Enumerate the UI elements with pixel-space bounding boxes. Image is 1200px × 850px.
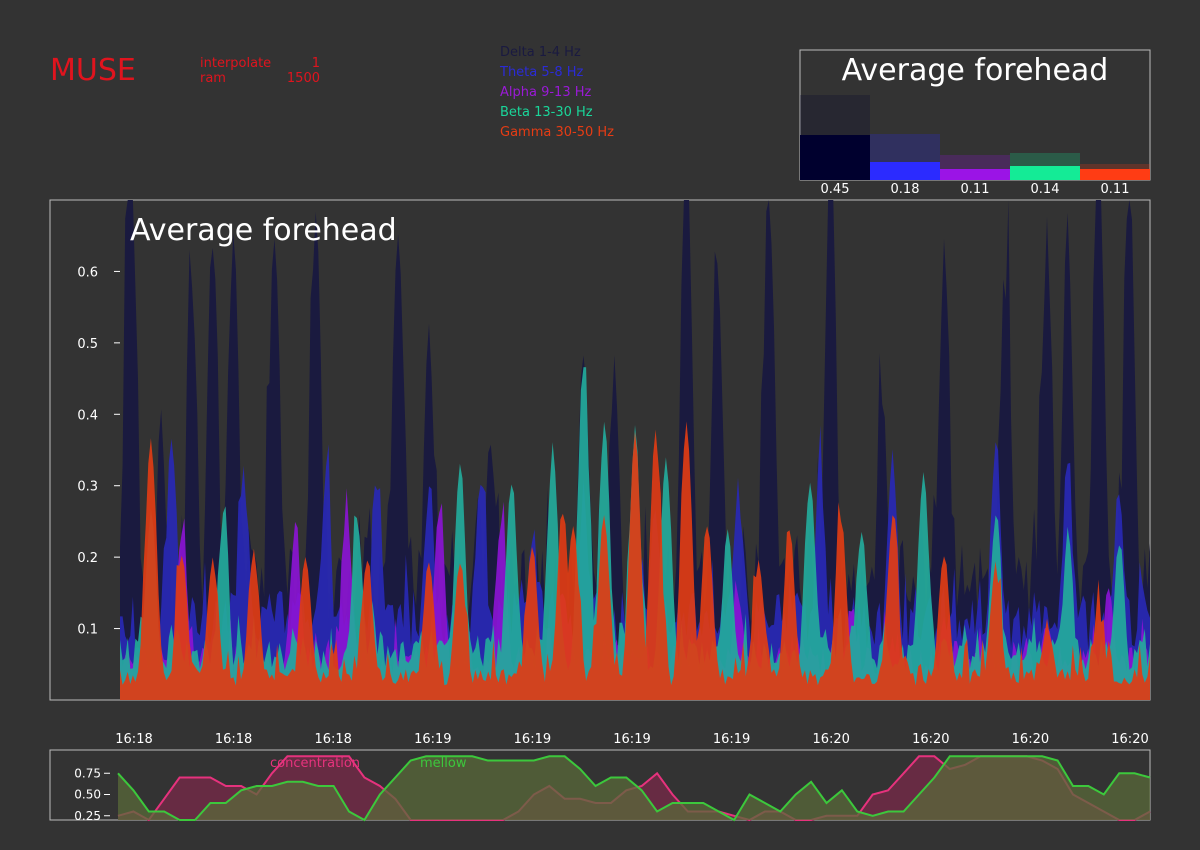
muse-logo: MUSE bbox=[50, 53, 136, 88]
x-tick-label-4: 16:19 bbox=[514, 732, 551, 747]
bar-3 bbox=[1010, 166, 1080, 180]
bar-value-label-2: 0.11 bbox=[961, 182, 990, 197]
param-interpolate-name: interpolate bbox=[200, 56, 271, 71]
mood-legend-concentration: concentration bbox=[270, 756, 360, 771]
area-series-4 bbox=[120, 421, 1150, 700]
mood-y-tick-label-2: 0.75 bbox=[74, 766, 101, 780]
legend-theta: Theta 5-8 Hz bbox=[499, 65, 584, 80]
legend-beta: Beta 13-30 Hz bbox=[500, 105, 593, 120]
x-tick-label-8: 16:20 bbox=[912, 732, 949, 747]
bar-4 bbox=[1080, 169, 1150, 180]
bar-chart-panel: Average forehead 0.45 0.18 0.11 0.14 0.11 bbox=[799, 49, 1151, 197]
area-chart-x-axis: 16:18 16:18 16:18 16:19 16:19 16:19 16:19 16:20… bbox=[115, 732, 1148, 747]
bar-value-label-4: 0.11 bbox=[1101, 182, 1130, 197]
area-chart-panel: Average forehead 0.1 0.2 0.3 0.4 0.5 0.6 16:1… bbox=[49, 199, 1151, 747]
mood-panel: concentration mellow 0.25 0.50 0.75 bbox=[49, 749, 1151, 823]
y-tick-label-1: 0.2 bbox=[77, 551, 98, 566]
x-tick-label-6: 16:19 bbox=[713, 732, 750, 747]
bar-chart-bars bbox=[800, 95, 1150, 180]
area-chart-y-axis: 0.1 0.2 0.3 0.4 0.5 0.6 bbox=[77, 265, 120, 638]
x-tick-label-10: 16:20 bbox=[1111, 732, 1148, 747]
bar-chart-title: Average forehead bbox=[842, 53, 1109, 88]
x-tick-label-9: 16:20 bbox=[1012, 732, 1049, 747]
bar-chart-value-labels: 0.45 0.18 0.11 0.14 0.11 bbox=[821, 182, 1130, 197]
y-tick-label-4: 0.5 bbox=[77, 337, 98, 352]
bar-0 bbox=[800, 135, 870, 180]
legend-alpha: Alpha 9-13 Hz bbox=[500, 85, 592, 100]
band-legend: Delta 1-4 Hz Theta 5-8 Hz Alpha 9-13 Hz … bbox=[499, 45, 614, 140]
x-tick-label-0: 16:18 bbox=[115, 732, 152, 747]
mood-area-1 bbox=[118, 756, 1150, 820]
mood-legend-mellow: mellow bbox=[420, 756, 467, 771]
param-ram-value: 1500 bbox=[287, 71, 320, 86]
area-chart-series bbox=[120, 200, 1150, 700]
bar-value-label-0: 0.45 bbox=[821, 182, 850, 197]
mood-y-tick-label-0: 0.25 bbox=[74, 809, 101, 823]
mood-y-tick-label-1: 0.50 bbox=[74, 788, 101, 802]
mood-chart-y-axis: 0.25 0.50 0.75 bbox=[74, 766, 110, 823]
bar-value-label-3: 0.14 bbox=[1031, 182, 1060, 197]
x-tick-label-3: 16:19 bbox=[414, 732, 451, 747]
mood-line-1 bbox=[117, 755, 1151, 822]
x-tick-label-1: 16:18 bbox=[215, 732, 252, 747]
bar-2 bbox=[940, 169, 1010, 180]
param-ram-name: ram bbox=[200, 71, 226, 86]
bar-value-label-1: 0.18 bbox=[891, 182, 920, 197]
param-interpolate-value: 1 bbox=[312, 56, 320, 71]
mood-chart-series bbox=[117, 755, 1151, 822]
x-tick-label-5: 16:19 bbox=[613, 732, 650, 747]
area-chart-title: Average forehead bbox=[130, 213, 397, 248]
legend-delta: Delta 1-4 Hz bbox=[500, 45, 581, 60]
bar-1 bbox=[870, 162, 940, 180]
y-tick-label-3: 0.4 bbox=[77, 408, 98, 423]
y-tick-label-2: 0.3 bbox=[77, 480, 98, 495]
x-tick-label-2: 16:18 bbox=[314, 732, 351, 747]
legend-gamma: Gamma 30-50 Hz bbox=[500, 125, 614, 140]
y-tick-label-5: 0.6 bbox=[77, 265, 98, 280]
y-tick-label-0: 0.1 bbox=[77, 623, 98, 638]
x-tick-label-7: 16:20 bbox=[812, 732, 849, 747]
